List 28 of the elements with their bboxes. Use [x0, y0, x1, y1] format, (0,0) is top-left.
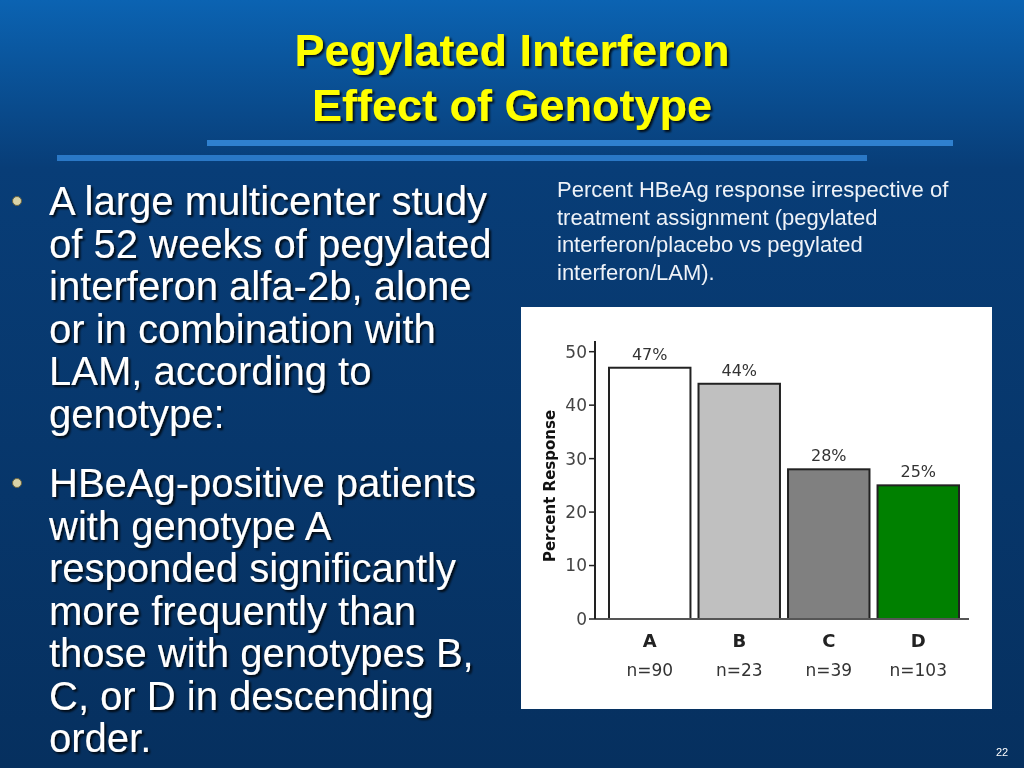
- y-axis-title: Percent Response: [541, 409, 559, 563]
- data-label: 44%: [721, 360, 758, 380]
- bar: [697, 382, 781, 620]
- text: HBeAg-positive patients with genotype A responded significantly more frequently than those with genotypes B, C, or D in descending order.: [48, 461, 476, 760]
- y-tick-label: 30: [565, 448, 587, 469]
- y-tick-label: 0: [576, 608, 587, 629]
- y-tick-label: 50: [565, 341, 587, 362]
- chart-title: Pegylated Interferon Effect of Genotype: [294, 25, 730, 131]
- bar: [787, 468, 871, 620]
- text: n=23: [715, 660, 763, 680]
- text: n=103: [889, 660, 948, 680]
- y-tick-label: 40: [565, 395, 587, 416]
- y-tick-label: 20: [565, 502, 587, 523]
- x-tick-label: C: [822, 630, 836, 651]
- data-label: 47%: [631, 344, 668, 364]
- x-tick-label: A: [642, 630, 657, 651]
- data-label: 28%: [810, 446, 847, 466]
- data-label: 25%: [900, 462, 937, 482]
- text: A large multicenter study of 52 weeks of pegylated interferon alfa-2b, alone or in combination with LAM, according to genotype:: [49, 179, 492, 436]
- text: n=90: [626, 660, 674, 680]
- chart-subtitle: Percent HBeAg response irrespective of treatment assignment (pegylated interferon/placebo vs pegylated interferon/LAM).: [557, 177, 950, 286]
- y-tick-label: 10: [565, 555, 587, 576]
- bar: [608, 366, 692, 620]
- x-tick-label: D: [910, 630, 926, 651]
- x-tick-label: B: [732, 630, 747, 651]
- bar: [876, 484, 960, 620]
- text: n=39: [805, 660, 853, 680]
- text: 22: [995, 746, 1009, 758]
